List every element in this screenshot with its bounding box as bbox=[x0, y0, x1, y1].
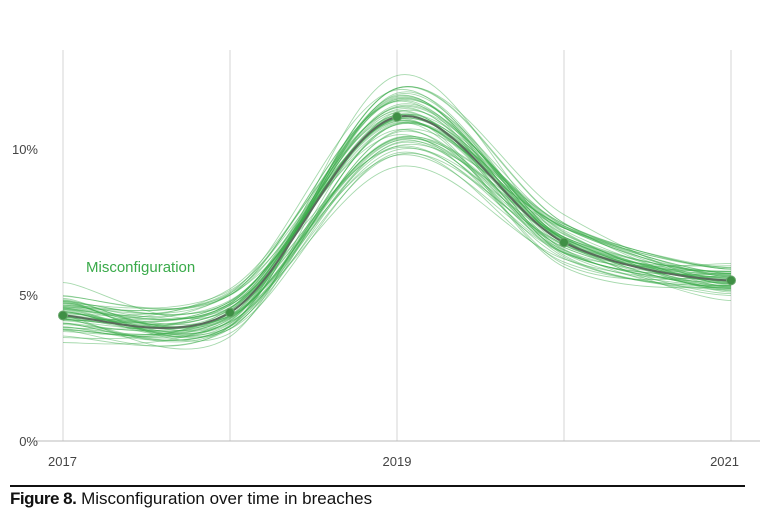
sample-draw-line bbox=[62, 100, 732, 310]
y-tick-label: 0% bbox=[19, 434, 38, 449]
sample-draw-line bbox=[62, 96, 732, 330]
sample-draw-line bbox=[62, 122, 732, 341]
sample-draw-line bbox=[62, 74, 732, 347]
sample-draw-line bbox=[62, 86, 732, 334]
sample-draw-line bbox=[62, 110, 732, 312]
data-point-2018 bbox=[225, 307, 235, 318]
sample-draw-line bbox=[62, 95, 732, 338]
sample-draw-line bbox=[62, 137, 732, 320]
sample-draw-line bbox=[62, 99, 732, 321]
sample-draw-line bbox=[62, 129, 732, 317]
sample-draw-line bbox=[62, 121, 732, 335]
sample-draw-line bbox=[62, 138, 732, 335]
chart: 0% 5% 10% 2017 2019 2021 Misconfiguration bbox=[12, 50, 760, 469]
sample-draw-line bbox=[62, 148, 732, 332]
chart-title: Misconfiguration over time in breaches bbox=[81, 489, 373, 508]
data-point-2019 bbox=[392, 111, 402, 122]
sample-draw-line bbox=[62, 146, 732, 312]
sample-draw-line bbox=[62, 135, 732, 345]
sample-draw-line bbox=[62, 108, 732, 336]
series-label: Misconfiguration bbox=[86, 259, 195, 276]
x-tick-label: 2021 bbox=[710, 454, 739, 469]
figure-label: Figure 8. bbox=[10, 489, 77, 508]
sample-draw-line bbox=[62, 104, 732, 319]
grid-lines bbox=[35, 50, 760, 442]
y-axis: 0% 5% 10% bbox=[12, 142, 38, 449]
sample-draw-line bbox=[62, 122, 732, 324]
sample-draw-line bbox=[62, 86, 732, 331]
mean-line-group bbox=[58, 111, 736, 330]
sample-draw-line bbox=[62, 140, 732, 336]
sample-draw-line bbox=[62, 152, 732, 338]
x-axis: 2017 2019 2021 bbox=[48, 454, 739, 469]
y-tick-label: 5% bbox=[19, 288, 38, 303]
figure-caption: Figure 8. Misconfiguration over time in … bbox=[10, 489, 372, 509]
sample-draw-line bbox=[62, 154, 732, 315]
sample-draw-line bbox=[62, 121, 732, 316]
data-point-2017 bbox=[58, 310, 68, 321]
caption-divider bbox=[10, 485, 745, 487]
sample-draw-line bbox=[62, 130, 732, 347]
x-tick-label: 2017 bbox=[48, 454, 77, 469]
sample-draw-line bbox=[62, 145, 732, 323]
sample-draw-line bbox=[62, 85, 732, 343]
x-tick-label: 2019 bbox=[383, 454, 412, 469]
sample-draw-line bbox=[62, 134, 732, 316]
sample-draw-line bbox=[62, 105, 732, 340]
data-point-2020 bbox=[559, 237, 569, 248]
sample-draw-line bbox=[62, 97, 732, 335]
sample-draw-line bbox=[62, 100, 732, 314]
sample-draw-line bbox=[62, 151, 732, 338]
y-tick-label: 10% bbox=[12, 142, 38, 157]
sample-draw-line bbox=[62, 165, 732, 325]
sample-draw-line bbox=[62, 122, 732, 342]
sample-draw-line bbox=[62, 128, 732, 341]
data-point-2021 bbox=[726, 275, 736, 286]
sample-draw-line bbox=[62, 94, 732, 339]
